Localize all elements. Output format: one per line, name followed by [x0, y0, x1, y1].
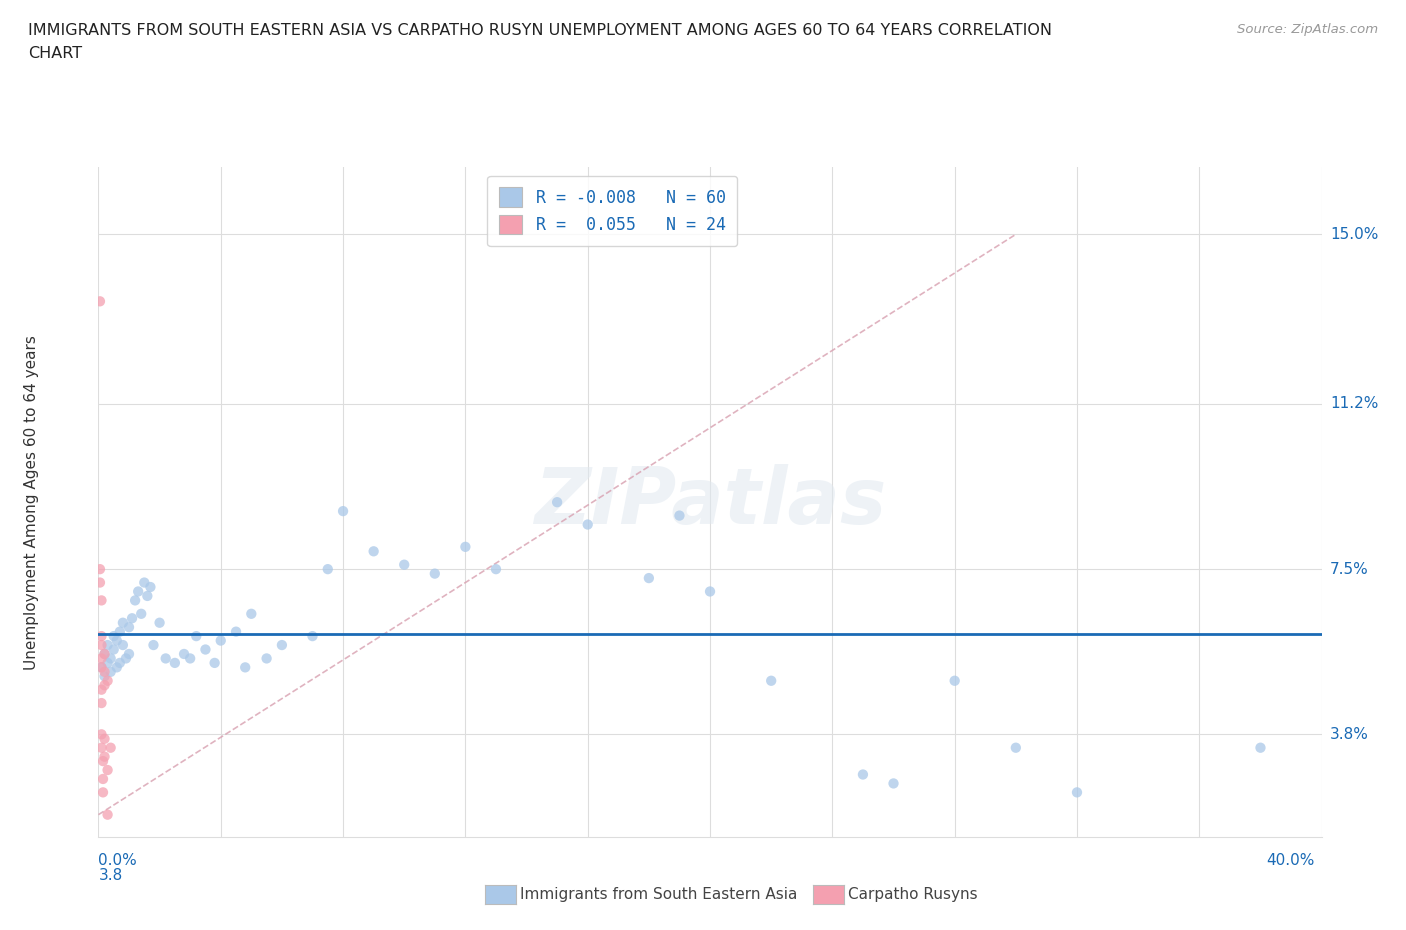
- Point: [155, 651, 177, 666]
- Point: [93, 646, 115, 661]
- Point: [89, 562, 111, 577]
- Point: [93, 664, 115, 679]
- Point: [149, 616, 172, 631]
- Point: [91, 753, 114, 768]
- Point: [301, 629, 323, 644]
- Point: [89, 294, 111, 309]
- Point: [546, 495, 568, 510]
- Point: [90, 629, 112, 644]
- Point: [118, 646, 141, 661]
- Point: [136, 589, 159, 604]
- Point: [883, 776, 905, 790]
- Point: [90, 727, 112, 742]
- Point: [97, 807, 120, 822]
- Point: [363, 544, 385, 559]
- Point: [93, 646, 115, 661]
- Point: [90, 651, 112, 666]
- Point: [186, 629, 208, 644]
- Text: 3.8%: 3.8%: [1330, 727, 1369, 742]
- Point: [97, 763, 120, 777]
- Point: [454, 539, 477, 554]
- Point: [699, 584, 721, 599]
- Point: [142, 638, 165, 653]
- Point: [127, 584, 149, 599]
- Point: [423, 566, 446, 581]
- Point: [93, 669, 115, 684]
- Point: [1066, 785, 1088, 800]
- Point: [105, 660, 128, 675]
- Point: [943, 673, 966, 688]
- Point: [97, 673, 120, 688]
- Point: [108, 624, 131, 639]
- Point: [270, 638, 292, 653]
- Point: [90, 660, 112, 675]
- Point: [163, 656, 186, 671]
- Point: [485, 562, 508, 577]
- Point: [179, 651, 201, 666]
- Legend: R = -0.008   N = 60, R =  0.055   N = 24: R = -0.008 N = 60, R = 0.055 N = 24: [486, 176, 737, 246]
- Point: [256, 651, 278, 666]
- Point: [194, 642, 217, 657]
- Point: [100, 664, 122, 679]
- Point: [105, 633, 128, 648]
- Text: ZIPatlas: ZIPatlas: [534, 464, 886, 540]
- Text: 15.0%: 15.0%: [1330, 227, 1378, 242]
- Point: [91, 785, 114, 800]
- Point: [118, 619, 141, 634]
- Point: [115, 651, 138, 666]
- Point: [225, 624, 247, 639]
- Point: [392, 557, 416, 572]
- Point: [576, 517, 599, 532]
- Point: [103, 642, 125, 657]
- Text: Carpatho Rusyns: Carpatho Rusyns: [848, 887, 977, 902]
- Text: CHART: CHART: [28, 46, 82, 61]
- Point: [1249, 740, 1271, 755]
- Point: [209, 633, 232, 648]
- Point: [111, 638, 134, 653]
- Text: 0.0%: 0.0%: [98, 853, 138, 868]
- Point: [204, 656, 226, 671]
- Point: [90, 740, 112, 755]
- Point: [103, 629, 125, 644]
- Point: [139, 579, 162, 594]
- Text: 40.0%: 40.0%: [1267, 853, 1315, 868]
- Point: [100, 740, 122, 755]
- Point: [111, 616, 134, 631]
- Text: 7.5%: 7.5%: [1330, 562, 1368, 577]
- Point: [233, 660, 256, 675]
- Point: [108, 656, 131, 671]
- Point: [91, 772, 114, 787]
- Point: [93, 731, 115, 746]
- Point: [121, 611, 143, 626]
- Point: [93, 750, 115, 764]
- Text: 3.8: 3.8: [98, 868, 122, 883]
- Point: [97, 656, 120, 671]
- Point: [759, 673, 782, 688]
- Point: [90, 683, 112, 698]
- Point: [134, 575, 156, 590]
- Point: [1004, 740, 1026, 755]
- Point: [93, 678, 115, 693]
- Point: [332, 504, 354, 519]
- Point: [240, 606, 263, 621]
- Point: [637, 571, 661, 586]
- Point: [124, 593, 146, 608]
- Point: [852, 767, 875, 782]
- Point: [90, 696, 112, 711]
- Text: Immigrants from South Eastern Asia: Immigrants from South Eastern Asia: [520, 887, 797, 902]
- Text: IMMIGRANTS FROM SOUTH EASTERN ASIA VS CARPATHO RUSYN UNEMPLOYMENT AMONG AGES 60 : IMMIGRANTS FROM SOUTH EASTERN ASIA VS CA…: [28, 23, 1052, 38]
- Point: [97, 638, 120, 653]
- Text: 11.2%: 11.2%: [1330, 396, 1378, 411]
- Text: Unemployment Among Ages 60 to 64 years: Unemployment Among Ages 60 to 64 years: [24, 335, 38, 670]
- Point: [173, 646, 195, 661]
- Text: Source: ZipAtlas.com: Source: ZipAtlas.com: [1237, 23, 1378, 36]
- Point: [90, 660, 112, 675]
- Point: [89, 575, 111, 590]
- Point: [668, 508, 690, 523]
- Point: [316, 562, 339, 577]
- Point: [90, 638, 112, 653]
- Point: [90, 593, 112, 608]
- Point: [100, 651, 122, 666]
- Point: [129, 606, 152, 621]
